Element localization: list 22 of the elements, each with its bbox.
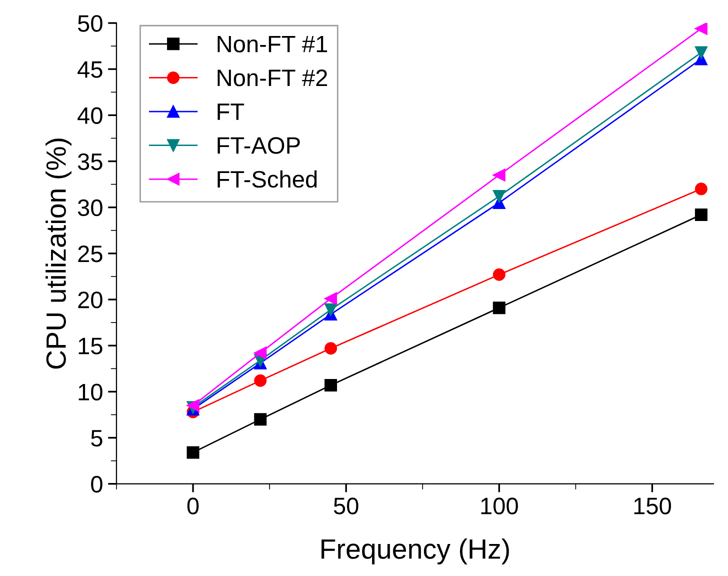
y-tick-label: 30 xyxy=(78,199,102,216)
x-tick-label: 0 xyxy=(187,498,199,514)
x-tick-label: 150 xyxy=(634,498,671,514)
x-tick-label: 50 xyxy=(334,498,358,514)
y-tick-label: 10 xyxy=(78,384,102,400)
y-tick-label: 35 xyxy=(78,153,102,170)
y-tick-label: 45 xyxy=(78,61,102,78)
y-tick-label: 15 xyxy=(78,338,102,354)
y-tick-label: 20 xyxy=(78,292,102,308)
legend-label: Non-FT #2 xyxy=(218,70,328,86)
legend-label: Non-FT #1 xyxy=(218,36,328,52)
y-tick-label: 25 xyxy=(78,246,102,262)
x-axis-title: Frequency (Hz) xyxy=(322,538,509,564)
legend-label: FT-AOP xyxy=(218,137,300,154)
y-tick-label: 0 xyxy=(91,476,102,493)
y-axis-title: CPU utilization (%) xyxy=(46,138,72,369)
legend-label: FT-Sched xyxy=(218,170,317,188)
x-tick-label: 100 xyxy=(481,498,518,514)
legend-label: FT xyxy=(218,104,244,120)
y-tick-label: 5 xyxy=(91,430,102,447)
y-tick-label: 40 xyxy=(78,107,102,124)
y-tick-label: 50 xyxy=(78,15,102,32)
